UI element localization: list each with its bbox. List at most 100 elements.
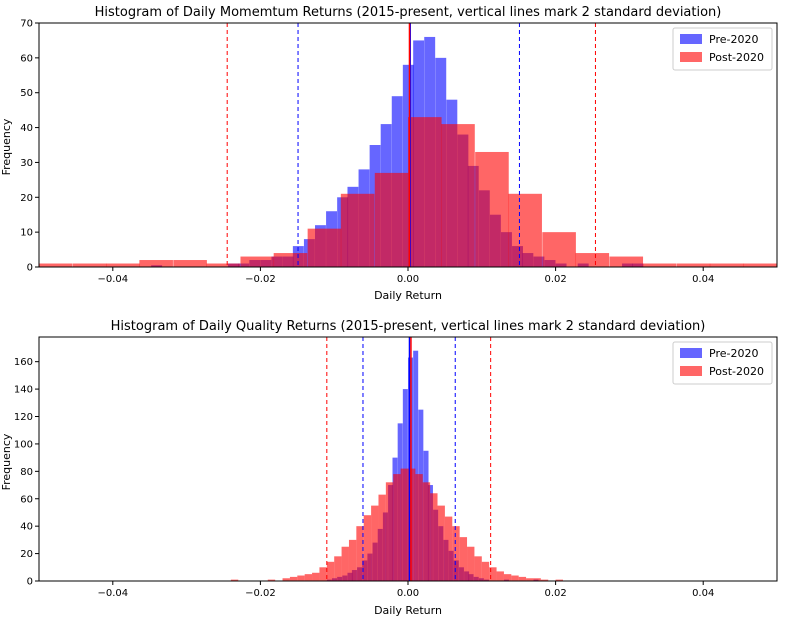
quality-histogram-panel: Histogram of Daily Quality Returns (2015… (0, 319, 778, 617)
bars-group (39, 36, 777, 267)
legend: Pre-2020 Post-2020 (672, 341, 773, 385)
y-tick-label: 160 (14, 357, 33, 368)
histogram-bar (518, 576, 527, 581)
histogram-bar (307, 228, 342, 267)
histogram-bar (297, 575, 305, 581)
y-tick-label: 120 (14, 412, 33, 423)
histogram-bar (533, 578, 541, 581)
histogram-bar (475, 151, 509, 267)
histogram-bar (676, 263, 711, 267)
histogram-bar (312, 572, 320, 581)
histogram-bar (481, 561, 490, 581)
histogram-bar (526, 578, 534, 581)
y-tick-label: 40 (20, 522, 33, 533)
histogram-bar (363, 515, 372, 581)
histogram-bar (508, 193, 542, 267)
histogram-bar (496, 571, 504, 581)
x-axis-label: Daily Return (374, 289, 442, 302)
histogram-bar (743, 263, 777, 267)
histogram-bar (422, 482, 431, 581)
x-tick-label: 0.04 (692, 274, 714, 285)
legend-swatch (680, 52, 702, 62)
histogram-bar (139, 260, 173, 267)
y-tick-label: 0 (27, 263, 33, 274)
histogram-bar (371, 505, 379, 581)
histogram-bar (400, 468, 408, 581)
y-tick-label: 60 (20, 53, 33, 64)
x-tick-label: −0.02 (245, 274, 276, 285)
histogram-bar (511, 575, 519, 581)
y-tick-label: 10 (20, 228, 33, 239)
histogram-bar (437, 505, 445, 581)
histogram-bar (642, 263, 677, 267)
histogram-bar (334, 556, 342, 581)
chart-title: Histogram of Daily Momemtum Returns (201… (95, 5, 722, 20)
histogram-bar (341, 546, 349, 581)
y-tick-label: 20 (20, 193, 33, 204)
x-tick-label: −0.02 (245, 588, 276, 599)
histogram-bar (206, 263, 241, 267)
y-tick-label: 50 (20, 88, 33, 99)
histogram-bar (106, 263, 140, 267)
momentum-histogram-panel: Histogram of Daily Momemtum Returns (201… (0, 5, 778, 302)
histogram-bar (282, 578, 290, 581)
std-lines-group (326, 337, 492, 581)
histogram-bar (378, 494, 386, 581)
x-axis-label: Daily Return (374, 604, 442, 617)
legend: Pre-2020 Post-2020 (672, 27, 773, 71)
y-tick-label: 70 (20, 19, 33, 30)
chart-title: Histogram of Daily Quality Returns (2015… (111, 319, 706, 334)
histogram-bar (39, 263, 73, 267)
series-post-2020 (39, 117, 777, 267)
x-tick-label: 0.02 (544, 588, 566, 599)
histogram-bar (413, 350, 419, 581)
plot-frame (38, 22, 778, 268)
ticks-group: −0.04 −0.02 0.00 0.02 0.04 0 10 20 30 40 50 60 70 (20, 19, 714, 286)
x-tick-label: 0.02 (544, 274, 566, 285)
y-tick-label: 20 (20, 549, 33, 560)
histogram-bar (474, 556, 482, 581)
histogram-bar (356, 526, 364, 581)
histogram-bar (289, 576, 298, 581)
legend-label: Pre-2020 (709, 347, 758, 360)
x-tick-label: 0.04 (692, 588, 714, 599)
histogram-bar (503, 574, 512, 581)
y-tick-label: 80 (20, 467, 33, 478)
histogram-bar (467, 546, 475, 581)
histogram-bar (385, 482, 394, 581)
legend-label: Post-2020 (709, 51, 764, 64)
ticks-group: −0.04 −0.02 0.00 0.02 0.04 0 20 40 60 80 100 120 140… (14, 357, 714, 599)
histogram-bar (326, 561, 335, 581)
histogram-bar (609, 256, 644, 267)
y-tick-label: 40 (20, 123, 33, 134)
histogram-bar (459, 537, 468, 581)
x-tick-label: 0.00 (397, 588, 419, 599)
histogram-bar (374, 172, 409, 267)
y-tick-label: 30 (20, 158, 33, 169)
histogram-bar (575, 253, 610, 267)
legend-swatch (680, 348, 702, 358)
histogram-bar (555, 579, 563, 581)
histogram-bar (319, 567, 327, 581)
histogram-bar (348, 539, 357, 581)
legend-label: Pre-2020 (709, 33, 758, 46)
histogram-bar (304, 574, 313, 581)
histogram-bar (72, 263, 107, 267)
histogram-bar (489, 567, 497, 581)
histogram-bar (230, 579, 239, 581)
y-tick-label: 100 (14, 439, 33, 450)
legend-swatch (680, 366, 702, 376)
y-axis-label: Frequency (0, 118, 13, 175)
x-tick-label: −0.04 (97, 274, 128, 285)
std-lines-group (226, 23, 596, 267)
histogram-bar (540, 579, 549, 581)
histogram-bar (415, 474, 423, 581)
y-tick-label: 140 (14, 385, 33, 396)
y-axis-label: Frequency (0, 433, 13, 490)
y-tick-label: 60 (20, 494, 33, 505)
histogram-bar (173, 260, 207, 267)
legend-swatch (680, 34, 702, 44)
histogram-bar (340, 193, 375, 267)
bars-group (230, 350, 563, 581)
